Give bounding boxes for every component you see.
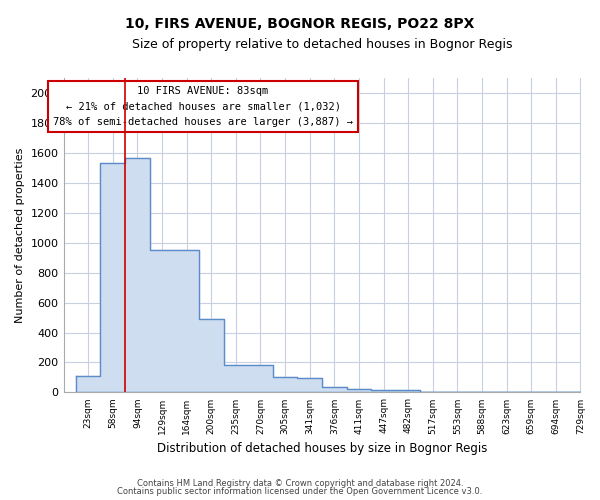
Title: Size of property relative to detached houses in Bognor Regis: Size of property relative to detached ho… xyxy=(132,38,512,51)
Text: 10, FIRS AVENUE, BOGNOR REGIS, PO22 8PX: 10, FIRS AVENUE, BOGNOR REGIS, PO22 8PX xyxy=(125,18,475,32)
Polygon shape xyxy=(76,158,593,392)
Text: 10 FIRS AVENUE: 83sqm
← 21% of detached houses are smaller (1,032)
78% of semi-d: 10 FIRS AVENUE: 83sqm ← 21% of detached … xyxy=(53,86,353,127)
Text: Contains HM Land Registry data © Crown copyright and database right 2024.: Contains HM Land Registry data © Crown c… xyxy=(137,478,463,488)
X-axis label: Distribution of detached houses by size in Bognor Regis: Distribution of detached houses by size … xyxy=(157,442,487,455)
Text: Contains public sector information licensed under the Open Government Licence v3: Contains public sector information licen… xyxy=(118,487,482,496)
Y-axis label: Number of detached properties: Number of detached properties xyxy=(15,148,25,323)
